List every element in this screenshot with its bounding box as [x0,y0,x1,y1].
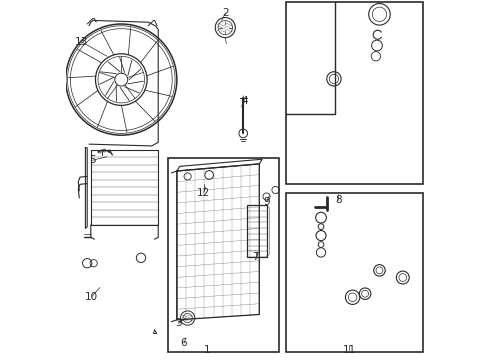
Bar [168,158,279,352]
Text: 4: 4 [242,96,248,106]
Text: 10: 10 [85,292,98,302]
Bar [286,3,422,184]
Text: 7: 7 [252,252,259,262]
Text: 5: 5 [89,155,96,165]
Text: 2: 2 [222,8,229,18]
Bar [247,205,267,257]
Text: 1: 1 [204,345,211,355]
Text: 12: 12 [197,188,210,198]
Text: 8: 8 [335,195,342,205]
Text: 13: 13 [75,37,89,47]
Text: 9: 9 [263,197,270,207]
Text: 3: 3 [175,319,182,328]
Text: 11: 11 [343,345,356,355]
Bar [286,193,422,352]
Text: 6: 6 [181,338,187,348]
